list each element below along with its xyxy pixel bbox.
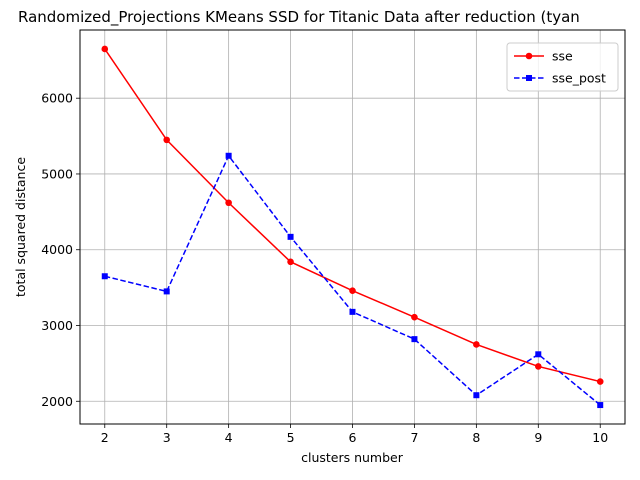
data-point-sse <box>473 341 480 348</box>
data-point-sse <box>534 363 542 370</box>
series-layer <box>101 45 604 409</box>
legend-marker-sse-post <box>526 75 532 81</box>
y-tick-label: 6000 <box>41 91 73 106</box>
chart-title: Randomized_Projections KMeans SSD for Ti… <box>18 8 580 27</box>
data-point-sse <box>411 313 418 321</box>
data-point-sse <box>349 287 356 294</box>
y-tick-label: 3000 <box>41 318 73 333</box>
x-tick-label: 7 <box>410 430 418 445</box>
y-tick-label: 4000 <box>41 242 73 257</box>
data-point-sse-post <box>535 351 542 358</box>
data-point-sse-post <box>287 233 294 240</box>
x-axis-label: clusters number <box>301 450 404 465</box>
x-tick-label: 6 <box>349 430 357 445</box>
legend-box <box>506 42 619 92</box>
data-point-sse-post <box>411 336 418 343</box>
y-tick-label: 2000 <box>41 394 73 409</box>
data-point-sse-post <box>349 308 356 315</box>
data-point-sse <box>101 45 109 53</box>
y-axis-label: total squared distance <box>13 157 28 297</box>
x-tick-label: 10 <box>592 430 608 445</box>
x-tick-label: 4 <box>225 430 233 445</box>
data-point-sse-post <box>101 273 108 280</box>
legend-label-sse-post: sse_post <box>552 71 606 86</box>
y-tick-label: 5000 <box>41 166 73 181</box>
legend: sse sse_post <box>506 42 619 92</box>
legend-marker-sse <box>525 52 533 60</box>
data-point-sse-post <box>473 392 480 399</box>
x-tick-label: 3 <box>163 430 171 445</box>
x-tick-label: 8 <box>472 430 480 445</box>
x-tick-label: 2 <box>101 430 109 445</box>
data-point-sse <box>225 199 232 207</box>
data-point-sse-post <box>225 152 232 159</box>
x-tick-label: 9 <box>534 430 542 445</box>
x-tick-label: 5 <box>287 430 295 445</box>
legend-label-sse: sse <box>552 49 573 64</box>
data-point-sse <box>287 258 294 266</box>
data-point-sse <box>163 136 171 144</box>
data-point-sse-post <box>597 402 604 409</box>
axis-ticks: 2 3 4 5 6 7 8 9 10 2000 3000 4000 5000 6000 <box>41 91 608 445</box>
data-point-sse <box>596 378 604 385</box>
grid-lines <box>80 30 625 424</box>
data-point-sse-post <box>163 288 170 295</box>
